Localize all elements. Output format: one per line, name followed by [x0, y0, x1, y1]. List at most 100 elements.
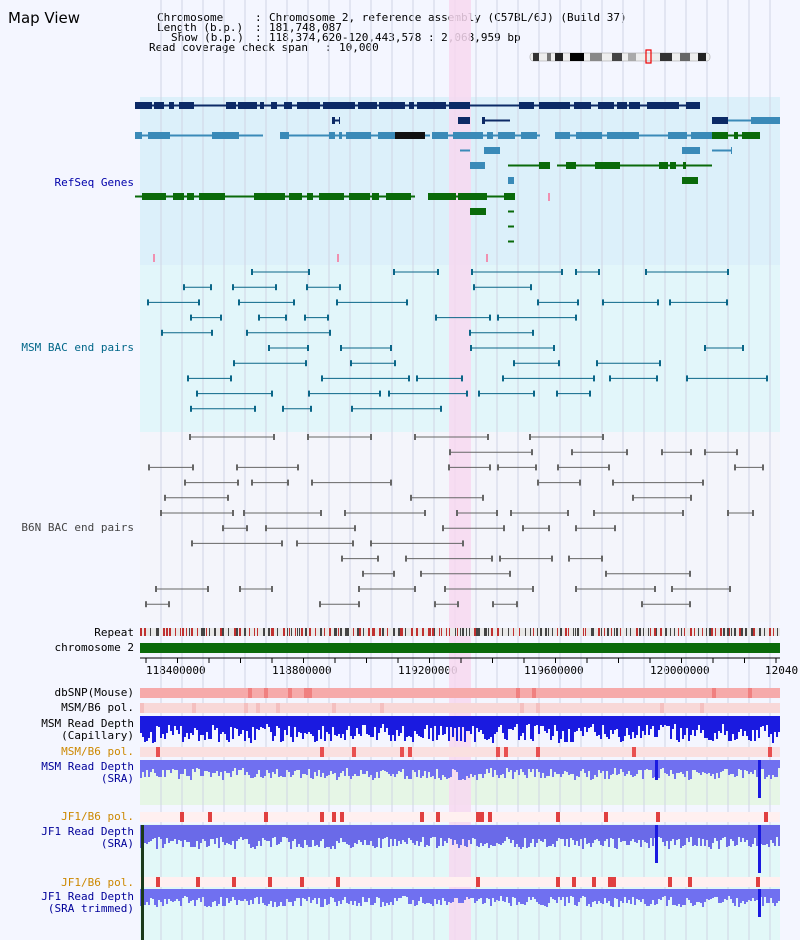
jf1-read-depth-bar	[512, 825, 514, 840]
jf1-b6-pol-2-density	[288, 877, 292, 887]
repeat-element	[650, 628, 651, 636]
msm-bac-end	[307, 345, 309, 351]
gene-exon	[226, 102, 236, 109]
track-label-msm-read-depth-capillary[interactable]: MSM Read Depth	[41, 717, 134, 730]
repeat-element	[648, 628, 649, 636]
msm-b6-pol-density	[736, 703, 740, 713]
b6n-bac-end	[341, 555, 343, 562]
jf1-b6-pol-2-density	[772, 877, 776, 887]
jf1-read-depth-bar	[774, 825, 776, 846]
jf1-b6-pol-density	[692, 812, 696, 822]
msm-read-depth-sra-bar	[450, 760, 452, 777]
repeat-element	[660, 628, 662, 636]
msm-read-depth-capillary-bar	[442, 716, 444, 735]
dbsnp-density	[148, 688, 152, 698]
msm-read-depth-capillary-bar	[450, 716, 452, 727]
msm-read-depth-sra-bar	[740, 760, 742, 770]
track-label-jf1-b6-pol[interactable]: JF1/B6 pol.	[61, 810, 134, 823]
track-label-b6n-bac[interactable]: B6N BAC end pairs	[21, 521, 134, 534]
jf1-read-depth-trimmed-bar	[652, 889, 654, 900]
msm-b6-pol-2-density	[732, 747, 736, 757]
track-label-refseq-genes[interactable]: RefSeq Genes	[54, 176, 134, 189]
jf1-read-depth-trimmed-bar	[676, 889, 678, 906]
dbsnp-density	[768, 688, 772, 698]
jf1-read-depth-trimmed-bar	[774, 889, 776, 906]
jf1-b6-pol-density	[384, 812, 388, 822]
msm-b6-pol-2-density	[212, 747, 216, 757]
msm-read-depth-sra-bar	[776, 760, 778, 777]
dbsnp-density	[348, 688, 352, 698]
track-label-chromosome[interactable]: chromosome 2	[54, 641, 134, 654]
msm-read-depth-capillary-bar	[434, 716, 436, 726]
jf1-read-depth-bar	[684, 825, 686, 845]
msm-read-depth-sra-bar	[484, 760, 486, 774]
msm-read-depth-capillary-bar	[510, 716, 512, 729]
msm-b6-pol-2-density	[588, 747, 592, 757]
msm-b6-pol-2-density	[504, 747, 508, 757]
msm-read-depth-sra-bar	[422, 760, 424, 776]
dbsnp-density	[652, 688, 656, 698]
msm-read-depth-sra-bar	[678, 760, 680, 773]
msm-b6-pol-2-density	[448, 747, 452, 757]
track-label-jf1-read-depth[interactable]: JF1 Read Depth	[41, 825, 134, 838]
jf1-read-depth-bar	[564, 825, 566, 846]
jf1-read-depth-bar	[588, 825, 590, 843]
gene-exon	[307, 193, 313, 200]
msm-read-depth-capillary-bar	[738, 716, 740, 732]
jf1-read-depth-bar	[204, 825, 206, 841]
repeat-element	[287, 628, 288, 636]
jf1-b6-pol-density	[684, 812, 688, 822]
msm-read-depth-sra-bar	[608, 760, 610, 779]
track-label-repeat[interactable]: Repeat	[94, 626, 134, 639]
track-label-jf1-read-depth-trimmed[interactable]: JF1 Read Depth	[41, 890, 134, 903]
jf1-read-depth-bar	[244, 825, 246, 839]
msm-read-depth-capillary-bar	[316, 716, 318, 741]
msm-b6-pol-2-density	[536, 747, 540, 757]
jf1-read-depth-bar	[188, 825, 190, 842]
jf1-b6-pol-2-density	[528, 877, 532, 887]
ideogram-band	[680, 53, 690, 61]
msm-read-depth-capillary-bar	[190, 716, 192, 733]
jf1-read-depth-bar	[596, 825, 598, 839]
jf1-read-depth-trimmed-bar	[252, 889, 254, 904]
msm-b6-pol-density	[560, 703, 564, 713]
msm-read-depth-capillary-bar	[718, 716, 720, 731]
jf1-read-depth-bar	[176, 825, 178, 844]
track-label-jf1-b6-pol-2[interactable]: JF1/B6 pol.	[61, 876, 134, 889]
jf1-read-depth-bar	[572, 825, 574, 840]
jf1-read-depth-trimmed-bar	[634, 889, 636, 905]
msm-read-depth-capillary-bar	[170, 716, 172, 731]
msm-read-depth-sra-bar	[534, 760, 536, 777]
msm-b6-pol-density	[712, 703, 716, 713]
msm-read-depth-capillary-bar	[318, 716, 320, 730]
repeat-element	[363, 628, 364, 636]
track-label-msm-bac[interactable]: MSM BAC end pairs	[21, 341, 134, 354]
track-label-msm-b6-pol[interactable]: MSM/B6 pol.	[61, 701, 134, 714]
track-label-msm-read-depth-sra[interactable]: MSM Read Depth	[41, 760, 134, 773]
track-label-dbsnp[interactable]: dbSNP(Mouse)	[54, 686, 134, 699]
gene-exon	[629, 102, 640, 109]
jf1-b6-pol-density	[280, 812, 284, 822]
gene-exon	[731, 147, 732, 154]
jf1-read-depth-bar	[740, 825, 742, 842]
jf1-read-depth-trimmed-bar	[348, 889, 350, 904]
jf1-read-depth-bar	[192, 825, 194, 847]
jf1-b6-pol-density	[328, 812, 332, 822]
b6n-bac-end	[736, 449, 738, 456]
track-label-msm-b6-pol-2[interactable]: MSM/B6 pol.	[61, 745, 134, 758]
msm-read-depth-sra-bar	[176, 760, 178, 770]
msm-b6-pol-density	[440, 703, 444, 713]
dbsnp-density	[360, 688, 364, 698]
jf1-read-depth-trimmed-bar	[324, 889, 326, 899]
jf1-read-depth-trimmed-bar	[226, 889, 228, 898]
jf1-read-depth-bar	[496, 825, 498, 843]
jf1-read-depth-trimmed-bar	[696, 889, 698, 902]
dbsnp-density	[328, 688, 332, 698]
msm-b6-pol-density	[580, 703, 584, 713]
msm-read-depth-sra-bar	[482, 760, 484, 778]
msm-read-depth-sra-bar	[434, 760, 436, 779]
msm-read-depth-capillary-bar	[250, 716, 252, 743]
jf1-read-depth-trimmed-bar	[422, 889, 424, 903]
